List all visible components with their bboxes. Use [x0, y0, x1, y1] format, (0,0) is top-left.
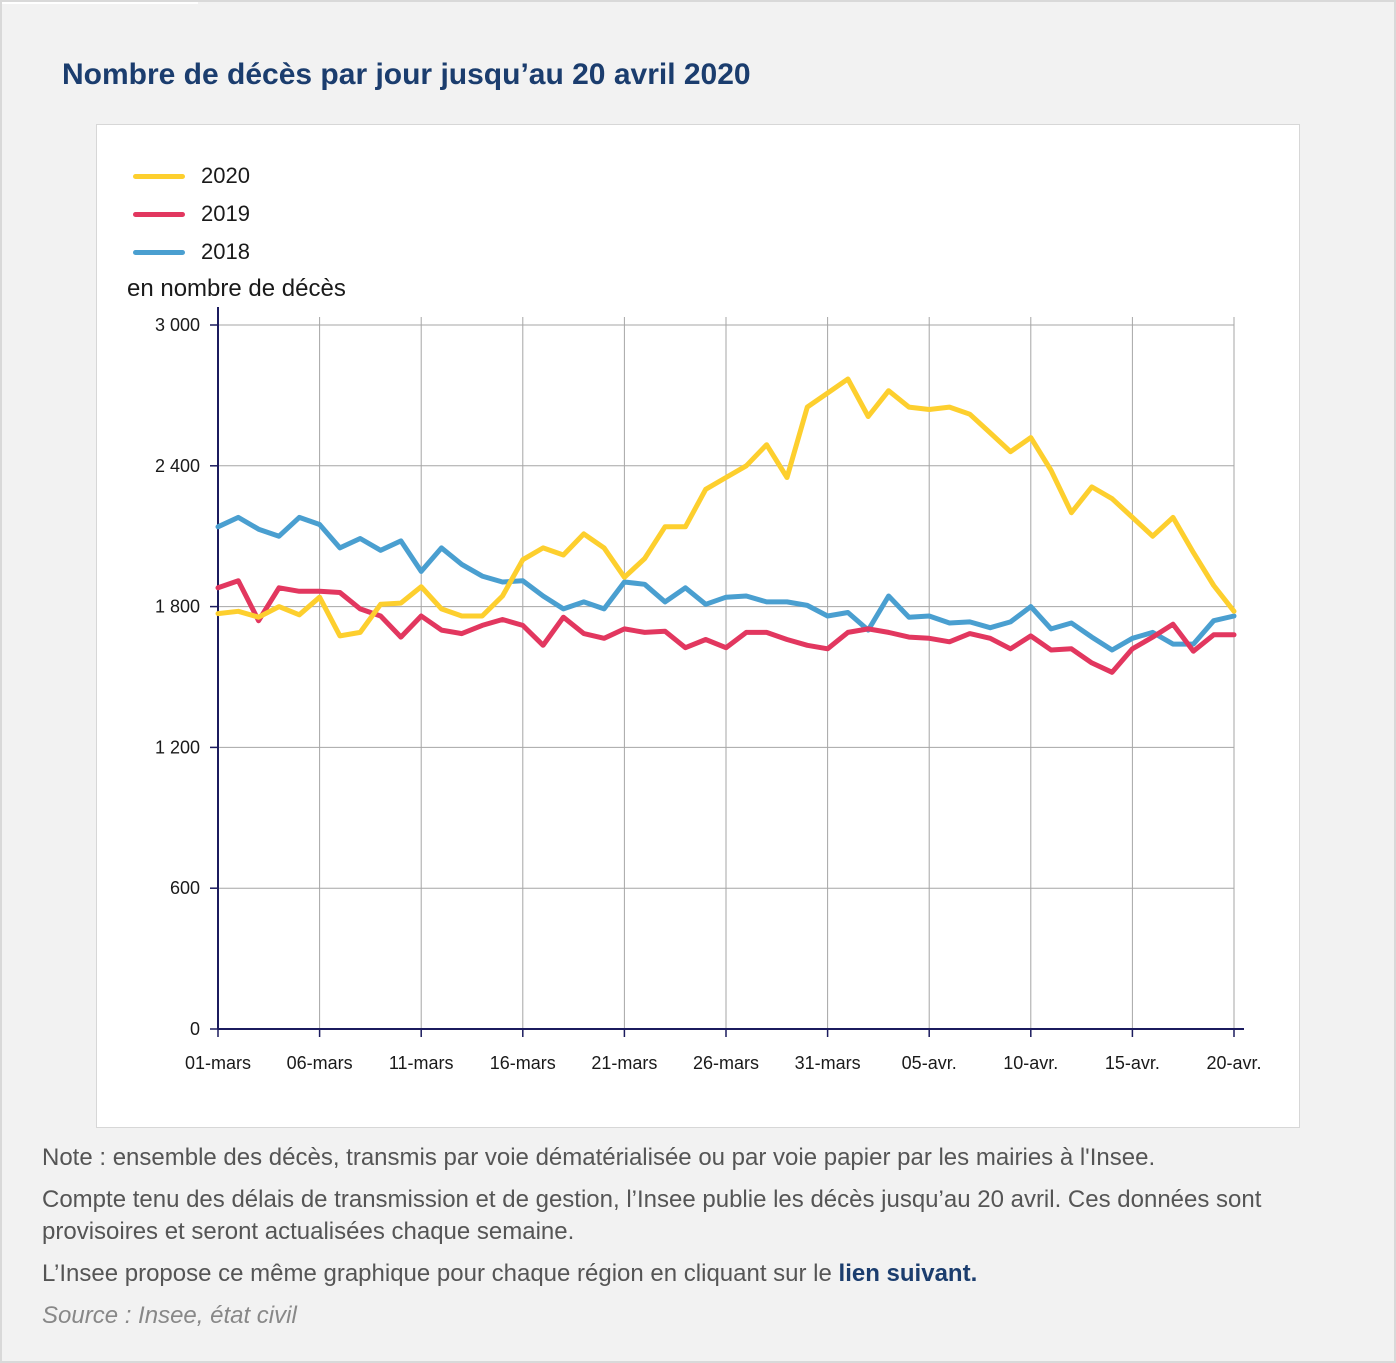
x-tick-label: 15-avr. — [1105, 1053, 1160, 1073]
x-tick-label: 31-mars — [795, 1053, 861, 1073]
legend-label-2019: 2019 — [201, 201, 250, 226]
x-tick-label: 11-mars — [389, 1053, 454, 1073]
y-tick-label: 2 400 — [155, 456, 200, 476]
legend-swatch-2018 — [133, 249, 185, 255]
legend-item-2018: 2018 — [133, 233, 250, 271]
x-tick-label: 01-mars — [185, 1053, 251, 1073]
y-tick-label: 1 200 — [155, 737, 200, 757]
chart-card: 2020 2019 2018 en nombre de décès 0 600 1 … — [96, 124, 1300, 1128]
note-line-2: Compte tenu des délais de transmission e… — [42, 1186, 1262, 1245]
legend-swatch-2020 — [133, 173, 185, 179]
legend: 2020 2019 2018 — [133, 157, 250, 271]
y-tick-label: 1 800 — [155, 597, 200, 617]
series-line-2018 — [215, 514, 1237, 653]
y-tick-label: 3 000 — [155, 315, 200, 335]
x-tick-label: 20-avr. — [1206, 1053, 1261, 1073]
x-tick-label: 06-mars — [287, 1053, 353, 1073]
tab-notch — [2, 2, 198, 4]
legend-item-2020: 2020 — [133, 157, 250, 195]
y-tick-label: 600 — [170, 878, 200, 898]
series-line-2020 — [215, 376, 1237, 639]
legend-label-2018: 2018 — [201, 239, 250, 264]
x-tick-label: 05-avr. — [902, 1053, 957, 1073]
legend-swatch-2019 — [133, 211, 185, 217]
chart-title: Nombre de décès par jour jusqu’au 20 avr… — [62, 58, 751, 91]
legend-label-2020: 2020 — [201, 163, 250, 188]
legend-item-2019: 2019 — [133, 195, 250, 233]
x-tick-label: 21-mars — [591, 1053, 657, 1073]
note-line-3: L’Insee propose ce même graphique pour c… — [42, 1258, 1372, 1290]
note-line-3-text: L’Insee propose ce même graphique pour c… — [42, 1260, 839, 1287]
y-axis-label: en nombre de décès — [127, 275, 346, 302]
line-chart: 0 600 1 200 1 800 2 400 3 000 01-mars 06-mars 11… — [155, 307, 1262, 1073]
x-tick-label: 10-avr. — [1003, 1053, 1058, 1073]
x-tick-label: 26-mars — [693, 1053, 759, 1073]
source-note: Source : Insee, état civil — [42, 1302, 297, 1329]
series-line-2019 — [215, 578, 1237, 675]
note-line-1: Note : ensemble des décès, transmis par … — [42, 1144, 1156, 1171]
x-tick-label: 16-mars — [490, 1053, 556, 1073]
chart-notes: Note : ensemble des décès, transmis par … — [42, 1142, 1372, 1342]
region-link[interactable]: lien suivant. — [838, 1260, 978, 1287]
y-tick-label: 0 — [190, 1019, 200, 1039]
